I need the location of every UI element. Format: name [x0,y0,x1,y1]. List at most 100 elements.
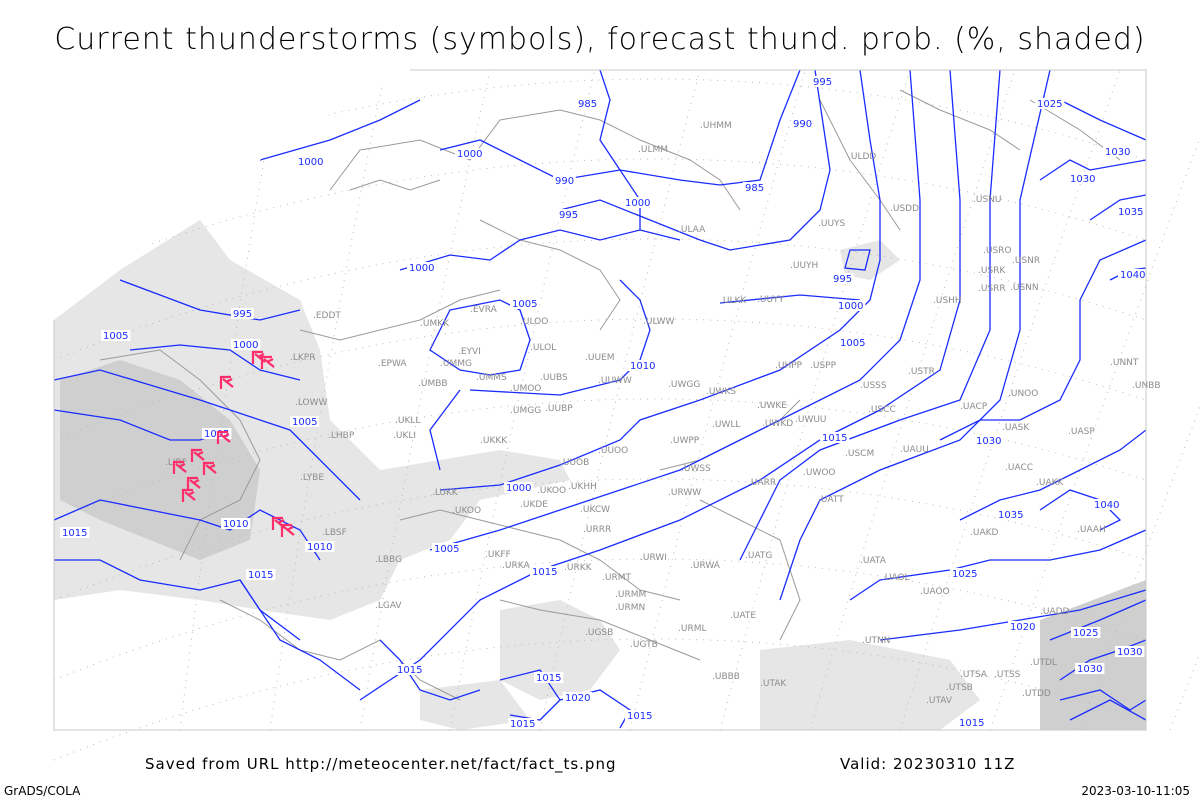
station-label: .ULKK [720,296,747,306]
station-label: .USCM [845,449,874,459]
thunderstorm-icon [280,523,295,537]
isobar [1059,99,1147,141]
isobar [359,69,961,701]
station-label: .USNR [1012,256,1040,266]
isobar-label: 1025 [1073,628,1098,639]
isobar-label: 1015 [822,433,847,444]
station-label: .UKLI [393,431,416,441]
station-label: .LUKK [432,488,459,498]
isobar-label: 1020 [1010,622,1035,633]
meridian [719,69,911,731]
isobar [1069,699,1147,721]
isobar [53,369,361,501]
isobar-label: 1030 [1105,147,1130,158]
map-frame [53,69,1147,731]
isobar [779,69,1051,601]
isobar-label: 1020 [565,693,590,704]
isobar-label: 1010 [630,361,655,372]
station-label: .UASP [1068,427,1095,437]
border-line [219,599,461,701]
isobar [429,69,921,551]
isobar [879,589,1147,641]
station-label: .UUYH [790,261,818,271]
station-label: .UUWW [598,376,632,386]
isobar-label: 1015 [62,528,87,539]
station-label: .UUYS [818,219,846,229]
generation-timestamp: 2023-03-10-11:05 [1081,784,1190,798]
station-label: .UAUU [900,445,929,455]
isobar [399,229,681,271]
station-label: .UATE [730,611,756,621]
border-line [499,599,701,661]
isobar-label: 990 [793,119,812,130]
station-label: .ULOO [520,317,548,327]
station-label: .UUOO [598,446,628,456]
station-label: .URWW [668,488,701,498]
isobar-label: 1035 [1118,207,1143,218]
station-label: .URML [678,624,706,634]
isobar-label: 1015 [248,570,273,581]
station-label: .USCC [868,405,896,415]
thunderstorm-icon [216,430,231,444]
station-label: .URKA [502,561,530,571]
valid-time-text: Valid: 20230310 11Z [840,755,1016,773]
station-label: .URMM [615,590,646,600]
isobar-label: 1015 [536,673,561,684]
station-label: .UWKE [757,401,787,411]
station-label: .UMKK [420,319,450,329]
station-label: .UMMS [476,373,507,383]
isobar-label: 1000 [409,263,434,274]
station-label: .UHPP [775,361,803,371]
border-line [349,179,441,191]
station-label: .UATG [745,551,772,561]
station-label: .UNNT [1110,358,1139,368]
station-label: .URMT [602,573,631,583]
lat-lon-grid [53,69,1200,761]
station-label: .UKKK [480,436,508,446]
station-label: .UNOO [1008,389,1038,399]
shading-area [760,640,980,730]
isobar [259,99,421,161]
thunderstorm-symbols [172,350,295,537]
station-label: .UWGG [668,380,700,390]
thunderstorm-icon [219,375,234,389]
station-label: .USRR [978,284,1006,294]
station-label: .UACC [1005,463,1033,473]
station-label: .UAOO [920,587,950,597]
station-label: .UADD [1040,607,1070,617]
station-label: .UWLL [712,420,740,430]
isobar [739,69,1001,561]
station-label: .LHBP [328,431,355,441]
station-label: .UKHH [568,482,597,492]
isobar-label: 995 [813,77,832,88]
station-label: .UTDL [1030,658,1057,668]
station-label: .LBBG [375,555,402,565]
station-label: .UUBS [540,373,568,383]
border-line [99,349,261,561]
shading-area [420,680,530,730]
thunderstorm-icon [202,461,217,475]
station-label: .UWPP [670,436,700,446]
isobar-label: 1010 [307,542,332,553]
station-label: .UKFF [485,550,511,560]
station-label: .LBSF [322,528,347,538]
isobar-label: 1015 [532,567,557,578]
isobar-label: 1030 [1077,664,1102,675]
border-line [899,89,1021,151]
isobar [1039,159,1147,181]
station-label: .URMN [615,603,645,613]
shading-area [1040,580,1146,730]
isobar [559,69,831,251]
station-label: .UKOO [452,506,481,516]
station-label: .LYBE [300,473,324,483]
station-label: .USRK [978,266,1006,276]
isobar [439,69,801,186]
station-label: .UKLL [395,416,420,426]
isobar-label: 1025 [1037,99,1062,110]
station-label: .UWSS [681,464,711,474]
station-label: .UTAK [760,679,787,689]
isobar [1059,689,1147,711]
isobar-label: 1015 [959,718,984,729]
station-label: .USPP [810,361,837,371]
station-label: .UWOO [803,468,836,478]
